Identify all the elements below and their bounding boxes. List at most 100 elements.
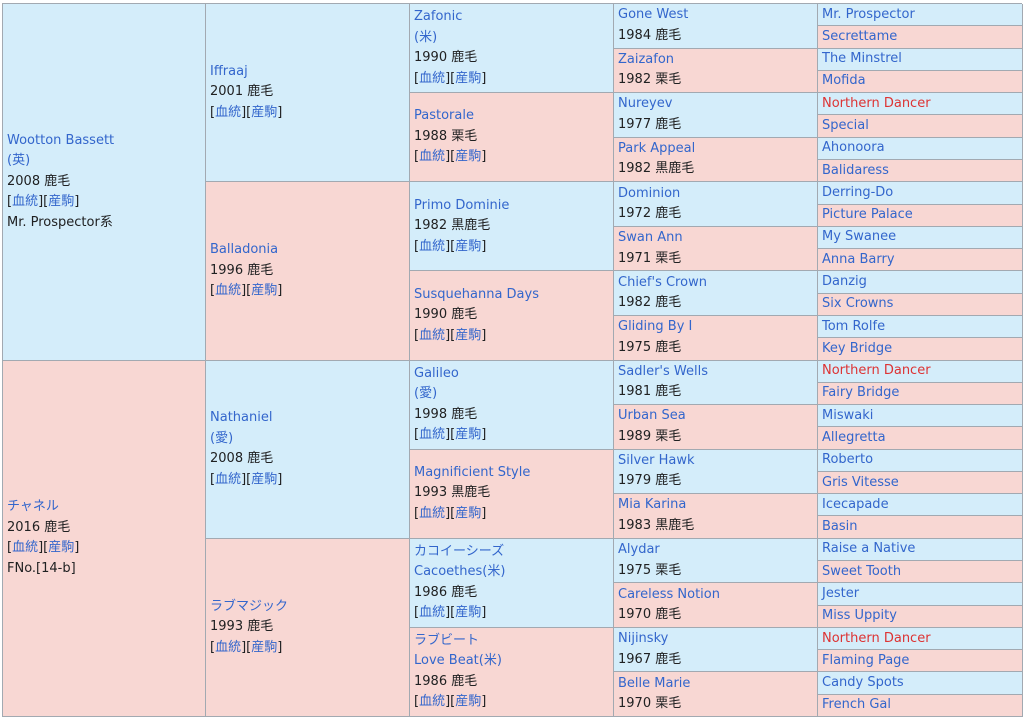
pedigree-link[interactable]: 血統 (419, 694, 446, 710)
horse-name-link[interactable]: Nijinsky (618, 631, 669, 647)
horse-name-link[interactable]: Balladonia (210, 242, 279, 258)
progeny-link[interactable]: 産駒 (251, 471, 278, 487)
pedigree-link[interactable]: 血統 (419, 149, 446, 165)
horse-name-link[interactable]: Swan Ann (618, 230, 683, 246)
horse-name-link[interactable]: Urban Sea (618, 408, 686, 424)
horse-name-link[interactable]: The Minstrel (822, 51, 902, 67)
horse-name-link[interactable]: Miswaki (822, 407, 874, 423)
horse-name-link[interactable]: Mia Karina (618, 497, 687, 513)
pedigree-link[interactable]: 血統 (215, 104, 242, 120)
progeny-link[interactable]: 産駒 (455, 694, 482, 710)
horse-name-link[interactable]: Sweet Tooth (822, 563, 902, 579)
horse-name-link[interactable]: Chief's Crown (618, 274, 707, 290)
progeny-link[interactable]: 産駒 (251, 104, 278, 120)
horse-name-link[interactable]: Icecapade (822, 496, 889, 512)
pedigree-link[interactable]: 血統 (419, 327, 446, 343)
horse-name-link[interactable]: Fairy Bridge (822, 385, 900, 401)
progeny-link[interactable]: 産駒 (455, 505, 482, 521)
horse-name-link[interactable]: Susquehanna Days (414, 286, 539, 302)
horse-name-link[interactable]: Northern Dancer (822, 95, 931, 111)
horse-name-link[interactable]: Special (822, 118, 869, 134)
pedigree-link[interactable]: 血統 (419, 505, 446, 521)
horse-name-link[interactable]: Nureyev (618, 96, 673, 112)
progeny-link[interactable]: 産駒 (455, 70, 482, 86)
horse-name-link[interactable]: Ahonoora (822, 140, 885, 156)
horse-name-link[interactable]: Magnificient Style (414, 464, 531, 480)
horse-name-link[interactable]: Derring-Do (822, 184, 894, 200)
progeny-link[interactable]: 産駒 (455, 238, 482, 254)
horse-name-link[interactable]: Pastorale (414, 108, 474, 124)
horse-name-link[interactable]: Flaming Page (822, 652, 910, 668)
progeny-link[interactable]: 産駒 (455, 327, 482, 343)
horse-name-link[interactable]: Belle Marie (618, 675, 691, 691)
horse-name-link[interactable]: Silver Hawk (618, 452, 695, 468)
horse-name-link[interactable]: Danzig (822, 274, 867, 290)
horse-name-link[interactable]: Iffraaj (210, 63, 248, 79)
cell-line: French Gal (822, 696, 1018, 714)
horse-name-link[interactable]: French Gal (822, 697, 891, 713)
progeny-link[interactable]: 産駒 (455, 149, 482, 165)
horse-name-link[interactable]: Balidaress (822, 162, 889, 178)
pedigree-link[interactable]: 血統 (215, 471, 242, 487)
horse-name-link[interactable]: Alydar (618, 542, 660, 558)
alt-name-link[interactable]: Love Beat(米) (414, 653, 502, 669)
progeny-link[interactable]: 産駒 (455, 427, 482, 443)
horse-name-link[interactable]: Miss Uppity (822, 608, 897, 624)
horse-name-link[interactable]: カコイーシーズ (414, 543, 505, 559)
horse-name-link[interactable]: チャネル (7, 499, 59, 515)
horse-name-link[interactable]: Anna Barry (822, 251, 895, 267)
horse-name-link[interactable]: Mr. Prospector (822, 6, 915, 22)
progeny-link[interactable]: 産駒 (455, 605, 482, 621)
origin-link[interactable]: (愛) (414, 386, 438, 402)
horse-name-link[interactable]: ラブビート (414, 632, 480, 648)
horse-name-link[interactable]: Wootton Bassett (7, 132, 115, 148)
horse-name-link[interactable]: Gone West (618, 7, 689, 23)
alt-name-link[interactable]: Cacoethes(米) (414, 564, 506, 580)
horse-name-link[interactable]: Mofida (822, 73, 866, 89)
horse-name-link[interactable]: Six Crowns (822, 296, 894, 312)
horse-name-link[interactable]: Raise a Native (822, 541, 916, 557)
bracket: ] (241, 639, 247, 655)
progeny-link[interactable]: 産駒 (48, 540, 75, 556)
horse-name-link[interactable]: Dominion (618, 185, 681, 201)
horse-name-link[interactable]: Sadler's Wells (618, 363, 708, 379)
origin-link[interactable]: (米) (414, 29, 438, 45)
origin-link[interactable]: (英) (7, 153, 31, 168)
horse-name-link[interactable]: Roberto (822, 452, 874, 468)
horse-name-link[interactable]: My Swanee (822, 229, 897, 245)
horse-cell-gen4: Dominion 1972 鹿毛 (614, 182, 818, 227)
progeny-link[interactable]: 産駒 (251, 639, 278, 655)
horse-name-link[interactable]: Picture Palace (822, 207, 913, 223)
horse-name-link[interactable]: Careless Notion (618, 586, 720, 602)
progeny-link[interactable]: 産駒 (48, 194, 75, 209)
pedigree-link[interactable]: 血統 (12, 194, 39, 209)
horse-name-link[interactable]: Zafonic (414, 9, 463, 25)
horse-name-link[interactable]: Jester (822, 585, 860, 601)
horse-name-link[interactable]: Basin (822, 519, 858, 535)
pedigree-link[interactable]: 血統 (215, 639, 242, 655)
horse-name-link[interactable]: Park Appeal (618, 140, 696, 156)
pedigree-link[interactable]: 血統 (419, 70, 446, 86)
horse-name-link[interactable]: Primo Dominie (414, 197, 510, 213)
horse-name-link[interactable]: Galileo (414, 365, 459, 381)
pedigree-link[interactable]: 血統 (12, 540, 39, 556)
horse-name-link[interactable]: Secrettame (822, 28, 898, 44)
horse-name-link[interactable]: Candy Spots (822, 675, 904, 691)
horse-name-link[interactable]: ラブマジック (210, 598, 289, 614)
horse-name-link[interactable]: Gliding By I (618, 319, 693, 335)
cell-line: チャネル (7, 497, 201, 518)
horse-name-link[interactable]: Zaizafon (618, 51, 675, 67)
origin-link[interactable]: (愛) (210, 430, 234, 446)
pedigree-link[interactable]: 血統 (215, 283, 242, 299)
progeny-link[interactable]: 産駒 (251, 283, 278, 299)
horse-name-link[interactable]: Tom Rolfe (822, 318, 886, 334)
horse-name-link[interactable]: Northern Dancer (822, 363, 931, 379)
horse-name-link[interactable]: Key Bridge (822, 340, 893, 356)
horse-name-link[interactable]: Northern Dancer (822, 630, 931, 646)
horse-name-link[interactable]: Allegretta (822, 429, 886, 445)
horse-name-link[interactable]: Nathaniel (210, 410, 273, 426)
pedigree-link[interactable]: 血統 (419, 427, 446, 443)
pedigree-link[interactable]: 血統 (419, 605, 446, 621)
horse-name-link[interactable]: Gris Vitesse (822, 474, 899, 490)
pedigree-link[interactable]: 血統 (419, 238, 446, 254)
